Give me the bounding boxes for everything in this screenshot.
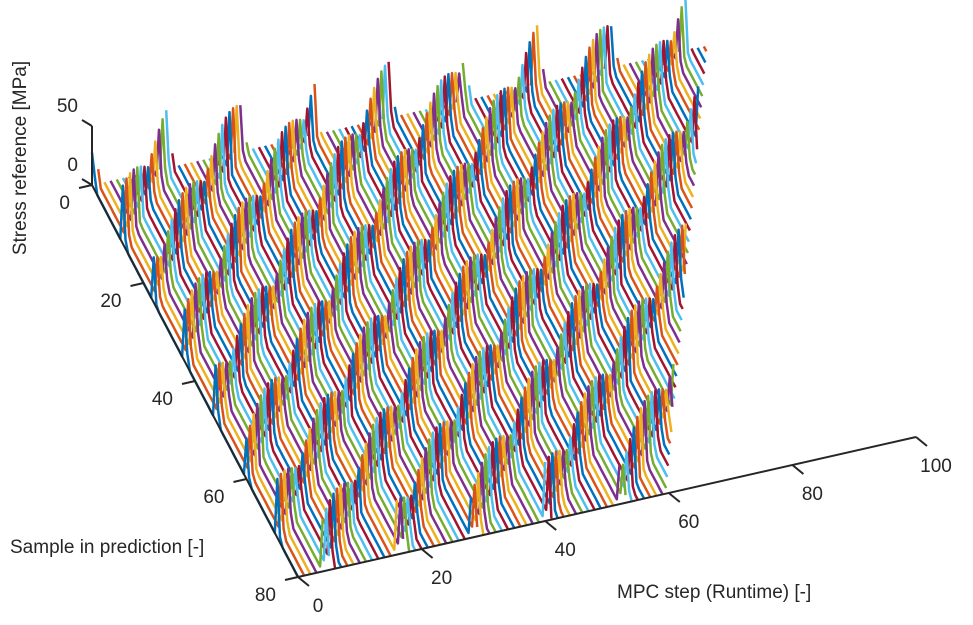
x-axis-line <box>297 436 917 578</box>
series-line <box>338 128 547 518</box>
series-line <box>486 86 672 444</box>
x-tick-label: 40 <box>555 540 576 561</box>
y-tick-label: 0 <box>59 193 70 214</box>
series-line <box>158 117 368 563</box>
series-line <box>585 32 688 265</box>
x-tick-mark <box>668 492 681 503</box>
y-tick-mark <box>78 184 93 189</box>
series-line <box>492 86 673 433</box>
series-line <box>616 57 694 209</box>
series-line <box>294 119 504 532</box>
y-tick-label: 40 <box>152 389 173 410</box>
series-line <box>603 25 692 232</box>
series-line <box>307 94 516 529</box>
series-line <box>96 169 306 577</box>
x-tick-mark <box>915 436 928 447</box>
x-tick-mark <box>420 548 434 559</box>
series-line <box>572 46 687 278</box>
z-axis-label: Stress reference [MPa] <box>10 61 31 255</box>
z-tick-label: 50 <box>57 96 78 117</box>
y-tick-label: 20 <box>100 291 121 312</box>
series-line <box>696 47 707 64</box>
series-line <box>455 72 664 495</box>
series-line <box>702 45 708 52</box>
y-tick-mark <box>233 478 247 483</box>
x-tick-label: 20 <box>431 568 452 589</box>
series-line <box>461 62 668 489</box>
x-tick-mark <box>791 464 805 475</box>
series-line <box>232 104 442 546</box>
series-line <box>239 105 448 544</box>
y-tick-mark <box>284 576 299 581</box>
series-line <box>597 26 691 243</box>
y-tick-mark <box>181 380 196 385</box>
series-line <box>381 64 590 512</box>
series-line <box>362 86 572 516</box>
y-axis-label: Sample in prediction [-] <box>10 537 204 558</box>
series-line <box>387 61 596 511</box>
series-line <box>504 76 675 407</box>
series-line <box>140 152 349 567</box>
x-tick-label: 0 <box>313 596 324 617</box>
x-tick-mark <box>297 576 310 587</box>
y-tick-label: 60 <box>203 487 224 508</box>
series-line <box>282 118 491 535</box>
x-tick-mark <box>544 520 557 531</box>
y-tick-label: 80 <box>255 585 276 606</box>
z-tick-label: 0 <box>67 155 78 176</box>
y-tick-mark <box>130 282 144 287</box>
series-line <box>474 89 670 467</box>
series-line <box>511 63 676 400</box>
series-line <box>393 106 602 509</box>
x-tick-label: 100 <box>920 456 952 477</box>
series-line <box>566 55 685 298</box>
x-tick-label: 60 <box>678 512 699 533</box>
series-layer <box>90 0 708 578</box>
ticks-layer: 0 20 40 60 80 100 0 20 40 60 80 0 50 <box>57 96 952 617</box>
series-line <box>480 87 671 456</box>
series-line <box>579 38 688 272</box>
series-line <box>591 28 690 254</box>
series-line <box>622 53 695 198</box>
z-tick-mark <box>81 178 93 186</box>
z-tick-mark <box>81 119 93 127</box>
series-line <box>467 85 669 478</box>
series-line <box>690 47 706 75</box>
series-line <box>498 86 674 413</box>
series-line <box>684 0 705 86</box>
x-axis-label: MPC step (Runtime) [-] <box>617 582 811 603</box>
x-tick-label: 80 <box>802 484 823 505</box>
series-line <box>609 26 693 220</box>
